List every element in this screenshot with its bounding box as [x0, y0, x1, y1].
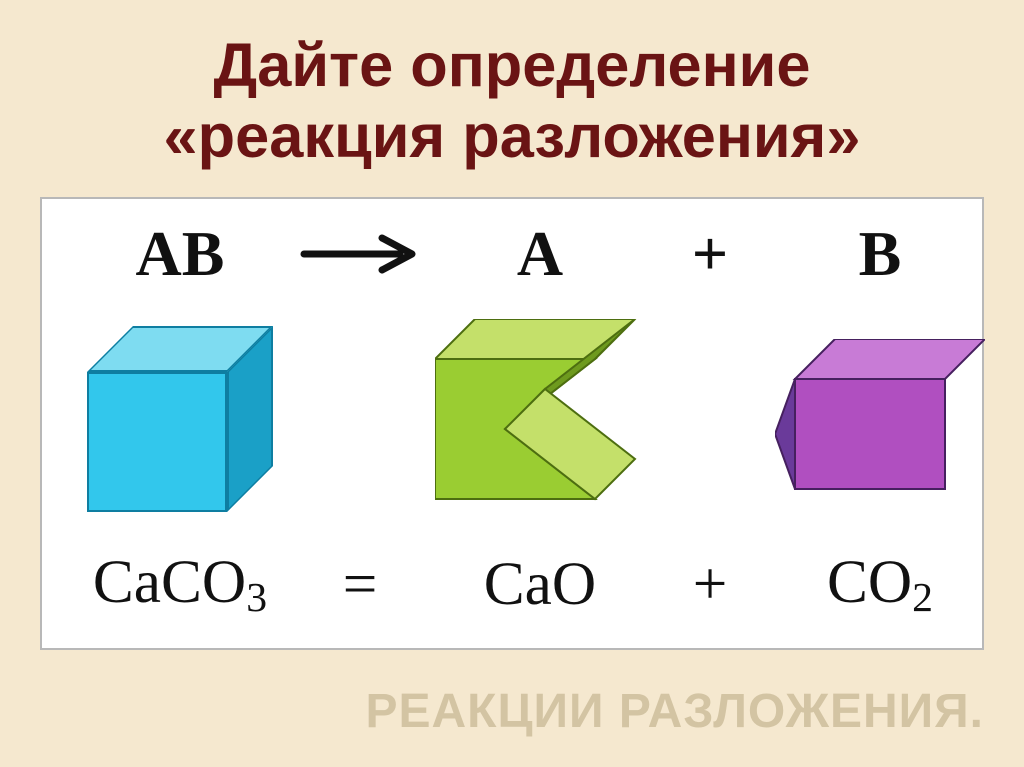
shape-ab-cube [70, 309, 290, 529]
slide: Дайте определение «реакция разложения» A… [0, 0, 1024, 767]
plus-2: + [693, 549, 728, 620]
notch-top [435, 319, 635, 359]
slide-title: Дайте определение «реакция разложения» [40, 30, 984, 171]
formula-rhs1: CaO [484, 549, 596, 620]
formula-lhs: CaCO3 [93, 547, 267, 622]
footer-caption: РЕАКЦИИ РАЗЛОЖЕНИЯ. [40, 684, 984, 739]
shapes-row [70, 309, 954, 529]
label-b: B [859, 217, 902, 291]
wedge-front [795, 379, 945, 489]
equals-sign: = [343, 549, 378, 620]
formula-rhs2: CO2 [827, 547, 933, 622]
schematic-row: AB A + B [70, 217, 954, 291]
shape-a-notch [430, 309, 650, 529]
label-ab: AB [136, 217, 225, 291]
plus-1: + [692, 217, 728, 291]
reaction-diagram: AB A + B [40, 197, 984, 650]
arrow-icon [300, 229, 420, 279]
label-a: A [517, 217, 563, 291]
example-row: CaCO3 = CaO + CO2 [70, 547, 954, 622]
shape-b-wedge [770, 309, 990, 529]
